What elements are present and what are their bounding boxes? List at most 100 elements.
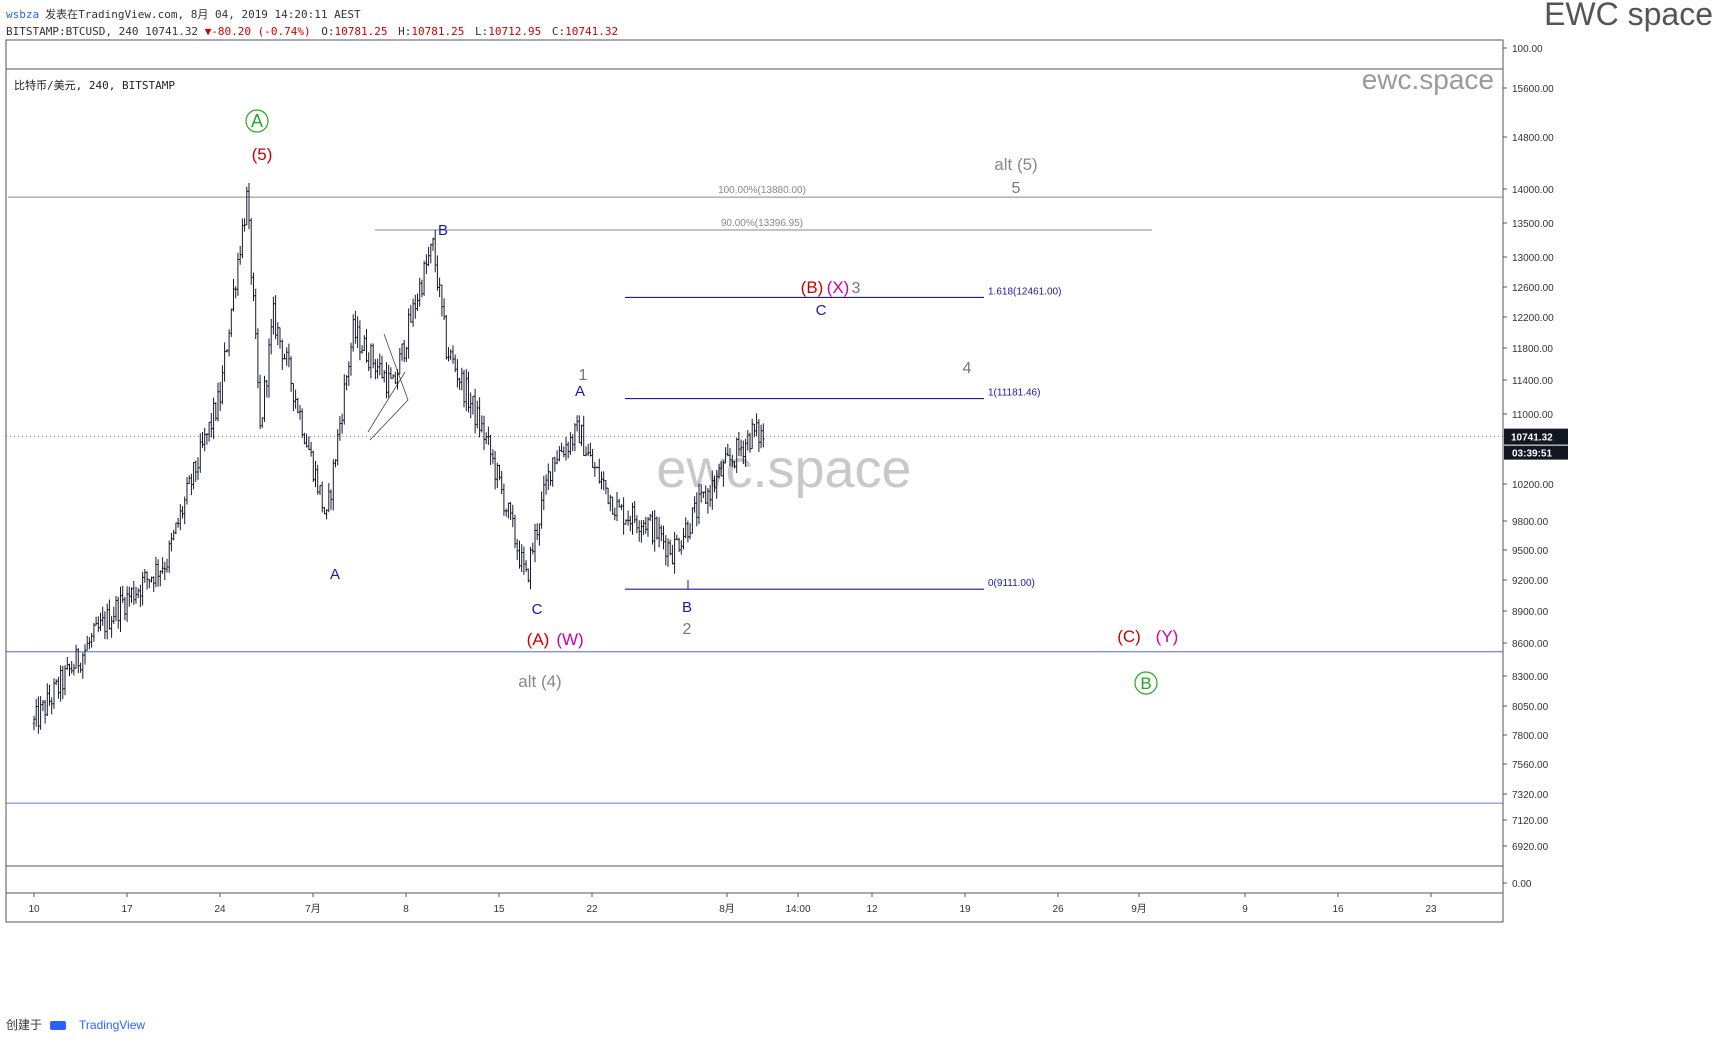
price-bar [247,183,251,230]
price-bar [434,229,437,273]
price-bar [460,367,463,391]
price-bar [618,498,621,508]
price-bar [190,473,193,496]
price-bar [595,466,599,469]
price-bar [662,525,665,550]
fib-extension-label: 1(11181.46) [988,388,1040,399]
y-tick-label: 8900.00 [1512,607,1549,618]
price-bar [345,375,348,391]
watermark-small: ewc.space [1362,64,1494,95]
price-bar [558,446,561,462]
price-bar [66,657,69,670]
price-bar [500,470,503,495]
price-bar [332,459,335,511]
price-bar [316,464,319,495]
price-bar [403,339,406,362]
triangle-drawing [367,371,406,433]
price-bar [86,635,89,651]
x-tick-label: 8 [403,904,409,915]
price-bar [493,451,497,490]
price-bar [454,354,457,373]
price-bar [442,298,446,320]
price-bar [103,611,107,640]
price-bar [664,535,667,566]
publish-info: 发表在TradingView.com, 8月 04, 2019 14:20:11… [45,8,361,21]
price-bar [263,375,266,422]
price-bar [327,483,330,513]
price-bar [183,496,186,525]
price-bar [383,370,386,383]
open-label: O: [321,25,335,38]
price-bar [79,662,82,673]
price-bar [196,457,200,480]
price-bar [631,502,634,535]
price-bar [513,514,517,548]
fib-extension-label: 1.618(12461.00) [988,286,1061,297]
price-bar [626,510,630,526]
price-bar [234,286,237,299]
y-tick-label: 8300.00 [1512,672,1549,683]
close-label: C: [551,25,566,38]
price-bar [241,218,244,259]
price-bar [199,433,202,473]
price-bar [46,683,49,716]
price-bar [159,570,162,587]
author-link[interactable]: wsbza [6,8,40,21]
price-bar [411,298,415,327]
price-bar [573,423,577,452]
price-bar [114,595,118,622]
price-bar [516,539,519,561]
price-bar [305,433,308,448]
y-tick-label: 14800.00 [1512,133,1554,144]
price-bar [414,294,417,319]
price-bar [43,699,47,724]
price-bar [367,352,370,371]
price-bar [438,277,441,298]
price-bar [298,405,302,420]
wave-label: C [532,601,543,618]
price-bar [232,278,235,312]
price-bar [564,437,568,461]
price-bar [677,537,681,552]
indicator-tick-label: 0.00 [1512,879,1532,890]
y-tick-label: 11400.00 [1512,376,1553,387]
price-bar [431,237,435,251]
price-bar [363,335,366,352]
price-bar [312,450,315,482]
price-bar [181,506,184,519]
price-bar [292,383,295,411]
price-bar [420,279,424,298]
price-bar [176,518,180,528]
price-bar [529,546,532,590]
last-price: 10741.32 [145,25,199,38]
price-bar [281,339,284,370]
price-bar [487,426,490,445]
price-bar [425,254,428,275]
price-bar [644,516,647,534]
price-bar [471,395,475,415]
price-bar [185,477,189,505]
tradingview-logo-icon [50,1021,67,1030]
tradingview-link[interactable]: TradingView [79,1018,146,1032]
price-change: -80.20 (-0.74%) [211,25,311,38]
price-bar [252,272,255,301]
price-bar [482,415,486,451]
price-bar [456,358,459,388]
wave-circle [245,109,269,133]
wave-label: B [682,599,692,616]
price-bar [478,397,481,438]
price-bar [307,436,311,450]
price-bar [170,533,173,552]
y-tick-label: 11000.00 [1512,410,1553,421]
price-bar [94,616,98,626]
price-bar [562,446,565,458]
price-bar [309,442,313,457]
price-bar [256,328,260,389]
price-bar [289,356,293,392]
price-bar [35,698,38,727]
countdown-tag [1504,445,1568,460]
price-bar [480,415,483,433]
footer: 创建于 TradingView [6,1016,145,1033]
price-bar [272,296,275,335]
